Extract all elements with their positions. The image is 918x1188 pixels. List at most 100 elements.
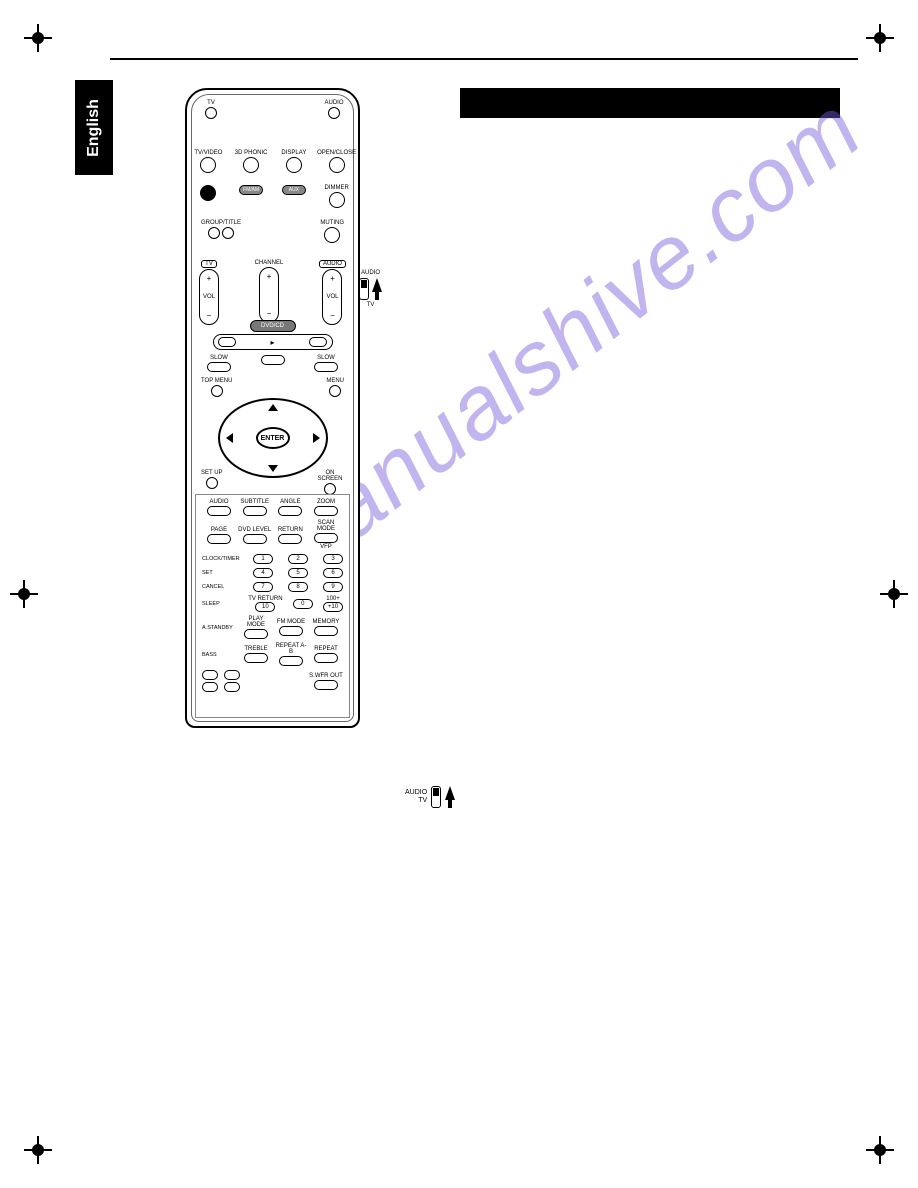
- audio-button[interactable]: [207, 506, 231, 516]
- repeatab-lbl: REPEAT A-B: [274, 643, 308, 655]
- swfr-lbl: S.WFR OUT: [309, 673, 343, 679]
- bass-lbl: BASS: [202, 652, 238, 658]
- num-9[interactable]: 9: [323, 582, 343, 592]
- num-5[interactable]: 5: [288, 568, 308, 578]
- fmmode-lbl: FM MODE: [277, 619, 305, 625]
- 3d-phonic-label: 3D PHONIC: [235, 150, 268, 156]
- num-4[interactable]: 4: [253, 568, 273, 578]
- return-button[interactable]: [278, 534, 302, 544]
- num-10[interactable]: 10: [255, 602, 275, 612]
- subtitle-button[interactable]: [243, 506, 267, 516]
- menu-button[interactable]: [329, 385, 341, 397]
- on-screen-label: ON SCREEN: [316, 470, 344, 482]
- 3d-phonic-button[interactable]: [243, 157, 259, 173]
- plus-icon: +: [267, 272, 272, 281]
- play-icon[interactable]: ▸: [270, 338, 274, 347]
- setup-button[interactable]: [206, 477, 218, 489]
- dvdlevel-button[interactable]: [243, 534, 267, 544]
- num-7[interactable]: 7: [253, 582, 273, 592]
- group-prev-button[interactable]: [208, 227, 220, 239]
- power-audio-button[interactable]: [328, 107, 340, 119]
- language-tab-label: English: [85, 99, 103, 157]
- bass-plus-button[interactable]: [202, 670, 218, 680]
- skip-back-button[interactable]: [218, 337, 236, 347]
- bass-minus-button[interactable]: [202, 682, 218, 692]
- blank-black-button[interactable]: [200, 185, 216, 201]
- playmode-button[interactable]: [244, 629, 268, 639]
- scanmode-lbl: SCAN MODE: [309, 520, 343, 532]
- skip-fwd-button[interactable]: [309, 337, 327, 347]
- setup-row: SET UP ON SCREEN: [187, 470, 358, 495]
- plus-icon: +: [330, 274, 335, 283]
- section-title-bar: [460, 88, 840, 118]
- audio-tv-switch[interactable]: [359, 278, 369, 300]
- arrow-stem: [375, 290, 379, 300]
- remote-top-row: TV AUDIO: [187, 100, 358, 119]
- angle-lbl: ANGLE: [280, 499, 300, 505]
- treble-lbl: TREBLE: [244, 646, 267, 652]
- num-6[interactable]: 6: [323, 568, 343, 578]
- channel-rocker[interactable]: + −: [259, 267, 279, 323]
- treble-minus-button[interactable]: [224, 682, 240, 692]
- scanmode-button[interactable]: [314, 533, 338, 543]
- zoom-button[interactable]: [314, 506, 338, 516]
- muting-button[interactable]: [324, 227, 340, 243]
- registration-mark: [24, 1136, 52, 1164]
- remote-row-2: TV/VIDEO 3D PHONIC DISPLAY OPEN/CLOSE: [187, 150, 358, 173]
- mini-audio-tv-switch[interactable]: [431, 786, 441, 808]
- dpad-up-icon[interactable]: [268, 404, 278, 411]
- repeat-button[interactable]: [314, 653, 338, 663]
- playmode-lbl: PLAY MODE: [239, 616, 273, 628]
- power-tv-button[interactable]: [205, 107, 217, 119]
- menu-label: MENU: [326, 378, 344, 384]
- remote-rockers: TV + VOL − CHANNEL + − AUDIO + VOL −: [187, 260, 358, 325]
- treble-button[interactable]: [244, 653, 268, 663]
- zoom-lbl: ZOOM: [317, 499, 335, 505]
- set-lbl: SET: [202, 570, 238, 576]
- num-row-2: SET 4 5 6: [196, 568, 349, 578]
- num-8[interactable]: 8: [288, 582, 308, 592]
- minus-icon: −: [267, 309, 272, 318]
- mini-switch-graphic: AUDIO TV: [405, 786, 455, 808]
- memory-button[interactable]: [314, 626, 338, 636]
- dvdlevel-lbl: DVD LEVEL: [238, 527, 271, 533]
- dpad-left-icon[interactable]: [226, 433, 233, 443]
- slow-right-label: SLOW: [317, 355, 335, 361]
- num-1[interactable]: 1: [253, 554, 273, 564]
- menu-row: TOP MENU MENU: [187, 378, 358, 397]
- dpad-right-icon[interactable]: [313, 433, 320, 443]
- num-plus10[interactable]: +10: [323, 602, 343, 612]
- audio-vol-rocker[interactable]: + VOL −: [322, 269, 342, 325]
- open-close-button[interactable]: [329, 157, 345, 173]
- top-menu-button[interactable]: [211, 385, 223, 397]
- num-3[interactable]: 3: [323, 554, 343, 564]
- dvd-transport-block: DVD/CD ▸: [187, 320, 358, 350]
- repeat-lbl: REPEAT: [314, 646, 338, 652]
- mini-audio-label: AUDIO: [405, 789, 427, 797]
- fm-am-button[interactable]: FM/AM: [239, 185, 263, 195]
- num-2[interactable]: 2: [288, 554, 308, 564]
- registration-mark: [866, 1136, 894, 1164]
- display-button[interactable]: [286, 157, 302, 173]
- repeat-ab-button[interactable]: [279, 656, 303, 666]
- dimmer-button[interactable]: [329, 192, 345, 208]
- arrow-stem: [448, 798, 452, 808]
- treble-plus-button[interactable]: [224, 670, 240, 680]
- ff-button[interactable]: [314, 362, 338, 372]
- angle-button[interactable]: [278, 506, 302, 516]
- rew-button[interactable]: [207, 362, 231, 372]
- group-next-button[interactable]: [222, 227, 234, 239]
- tv-video-label: TV/VIDEO: [194, 150, 222, 156]
- aux-button[interactable]: AUX: [282, 185, 306, 195]
- enter-button[interactable]: ENTER: [256, 427, 290, 449]
- switch-audio-label: AUDIO: [361, 270, 380, 276]
- vol-label-1: VOL: [203, 294, 215, 300]
- page-button[interactable]: [207, 534, 231, 544]
- num-0[interactable]: 0: [293, 599, 313, 609]
- mode-switch-area: AUDIO TV: [359, 270, 382, 308]
- fmmode-button[interactable]: [279, 626, 303, 636]
- tv-vol-rocker[interactable]: + VOL −: [199, 269, 219, 325]
- stop-button[interactable]: [261, 355, 285, 365]
- tv-video-button[interactable]: [200, 157, 216, 173]
- swfr-button[interactable]: [314, 680, 338, 690]
